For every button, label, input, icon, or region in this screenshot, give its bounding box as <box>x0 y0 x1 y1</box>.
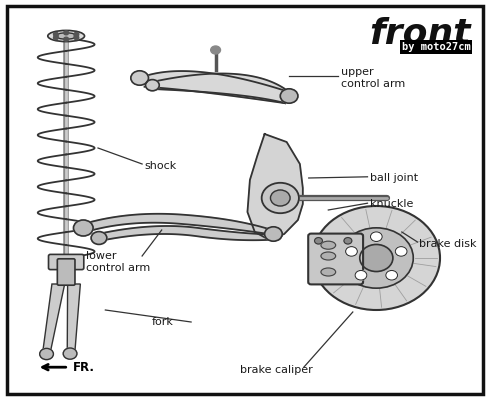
Ellipse shape <box>321 252 336 260</box>
Text: ball joint: ball joint <box>370 173 418 183</box>
Circle shape <box>370 232 382 242</box>
Ellipse shape <box>321 268 336 276</box>
Circle shape <box>211 46 220 54</box>
Circle shape <box>386 270 397 280</box>
Text: knuckle: knuckle <box>370 199 414 209</box>
Polygon shape <box>98 226 279 241</box>
Circle shape <box>344 238 352 244</box>
Text: FR.: FR. <box>73 361 95 374</box>
FancyBboxPatch shape <box>57 259 75 285</box>
Circle shape <box>395 247 407 256</box>
Polygon shape <box>152 74 289 103</box>
Circle shape <box>340 228 413 288</box>
Polygon shape <box>43 284 65 352</box>
Circle shape <box>63 348 77 359</box>
Text: brake disk: brake disk <box>419 239 476 249</box>
Circle shape <box>74 220 93 236</box>
Circle shape <box>74 36 79 40</box>
Circle shape <box>262 183 299 213</box>
Circle shape <box>345 247 357 256</box>
Circle shape <box>91 232 107 244</box>
Text: front: front <box>369 16 470 50</box>
Polygon shape <box>247 134 303 240</box>
Circle shape <box>64 31 69 35</box>
Circle shape <box>265 227 282 241</box>
Circle shape <box>53 36 58 40</box>
FancyBboxPatch shape <box>308 234 363 284</box>
Text: by moto27cm: by moto27cm <box>402 42 470 52</box>
Polygon shape <box>140 71 289 103</box>
Circle shape <box>270 190 290 206</box>
Text: fork: fork <box>152 317 174 327</box>
Ellipse shape <box>48 30 84 42</box>
Ellipse shape <box>321 241 336 249</box>
Circle shape <box>280 89 298 103</box>
Circle shape <box>131 71 148 85</box>
Circle shape <box>74 32 79 36</box>
Circle shape <box>146 80 159 91</box>
Text: brake caliper: brake caliper <box>240 365 313 375</box>
Circle shape <box>40 348 53 360</box>
Circle shape <box>313 206 440 310</box>
FancyBboxPatch shape <box>49 254 84 270</box>
Circle shape <box>53 32 58 36</box>
Polygon shape <box>67 284 80 352</box>
Circle shape <box>64 37 69 41</box>
Text: shock: shock <box>145 161 177 171</box>
Text: upper
control arm: upper control arm <box>341 67 405 89</box>
Polygon shape <box>83 214 282 236</box>
Ellipse shape <box>56 33 76 39</box>
Circle shape <box>360 244 393 272</box>
Circle shape <box>355 270 367 280</box>
Text: lower
control arm: lower control arm <box>86 251 150 273</box>
Circle shape <box>315 238 322 244</box>
